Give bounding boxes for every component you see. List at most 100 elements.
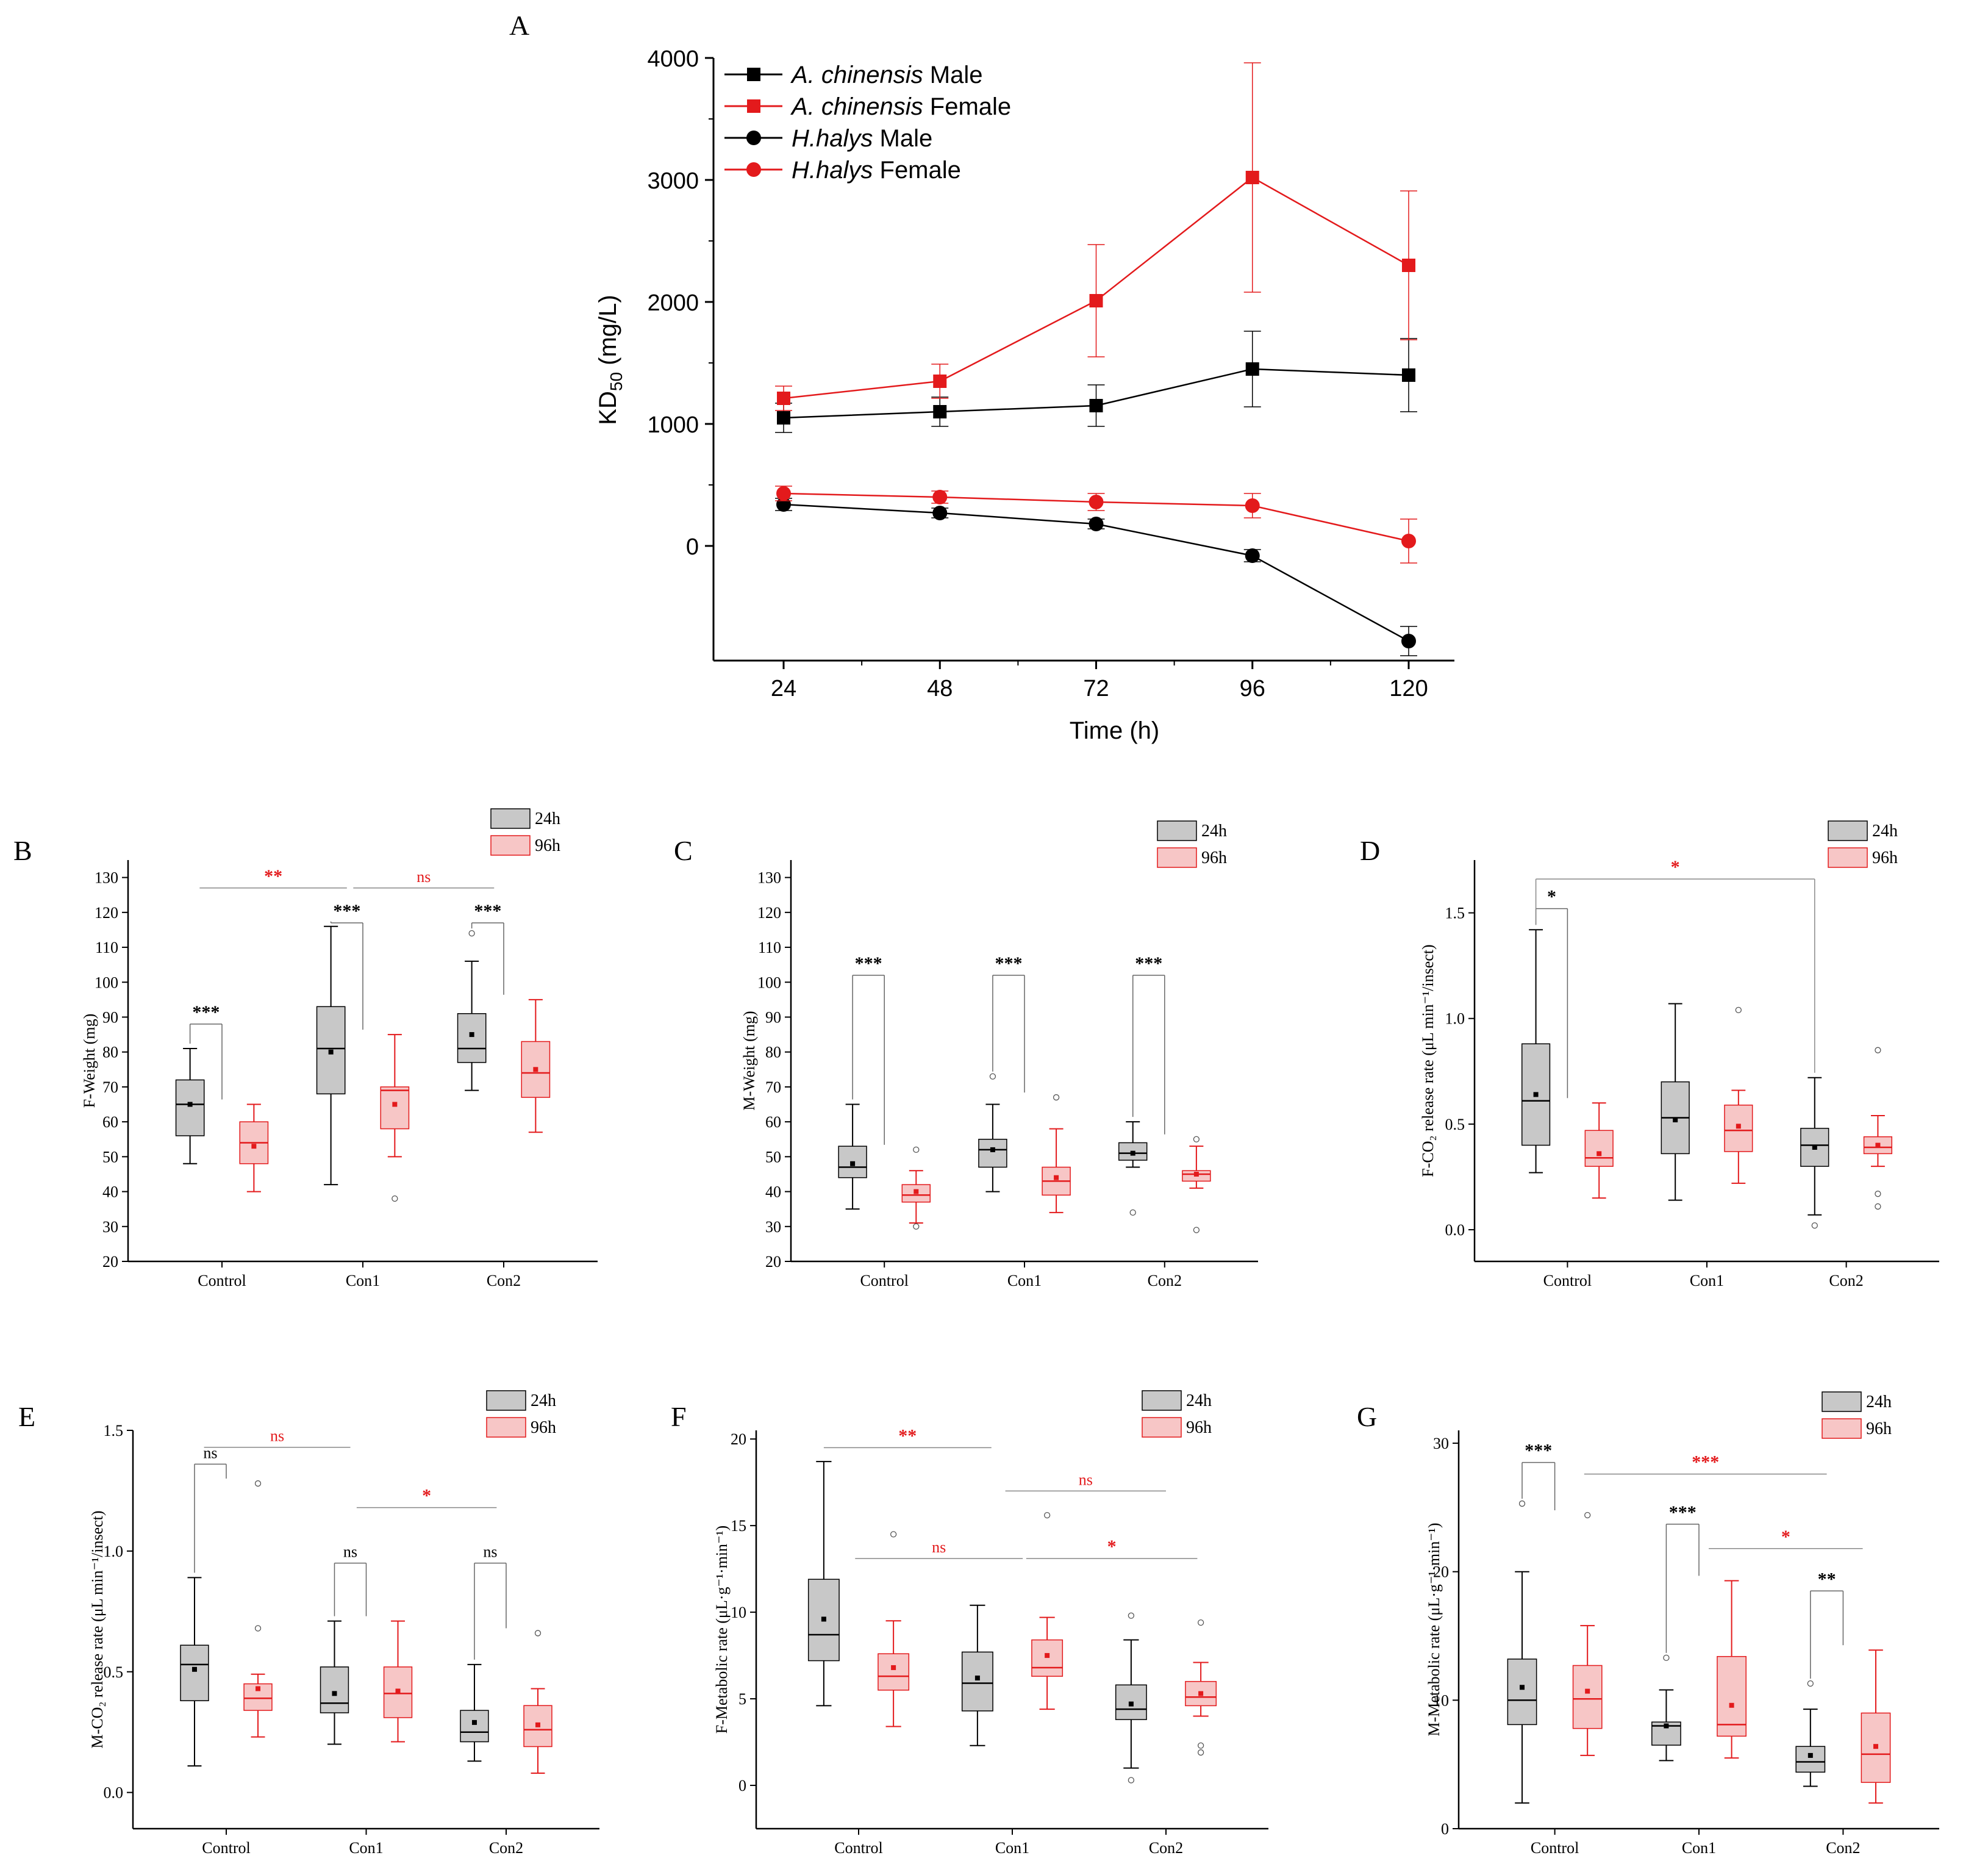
point-acm: [1089, 399, 1103, 412]
mean-marker: [1045, 1653, 1050, 1658]
outlier-point: [1875, 1047, 1881, 1053]
box-body: [460, 1710, 489, 1743]
point-acf: [1402, 259, 1415, 272]
x-tick-label-A: 48: [927, 676, 953, 701]
mean-marker: [1873, 1744, 1878, 1749]
box-C-4: [1118, 1121, 1148, 1216]
outlier-point: [1197, 1749, 1204, 1756]
mean-marker: [535, 1722, 541, 1727]
outlier-point: [1128, 1777, 1135, 1784]
legend-swatch-96h: [490, 835, 531, 856]
point-hhm: [1401, 634, 1416, 648]
legend-label: 96h: [1186, 1418, 1212, 1437]
outlier-point: [1193, 1136, 1200, 1142]
y-tick-label-C: 110: [758, 939, 781, 956]
significance-label: *: [422, 1486, 431, 1506]
mean-marker: [821, 1616, 826, 1622]
significance-label: **: [264, 866, 282, 886]
outlier-point: [1807, 1680, 1814, 1687]
legend-swatch-24h: [486, 1390, 526, 1411]
x-tick-label-G: Con2: [1826, 1839, 1860, 1857]
significance-label: ***: [474, 901, 501, 921]
x-tick-label-E: Con2: [489, 1839, 523, 1857]
box-G-1: [1572, 1511, 1603, 1756]
y-tick-label-E: 0.0: [104, 1784, 124, 1802]
legend-swatch-96h: [486, 1417, 526, 1438]
box-body: [457, 1013, 487, 1063]
y-tick-label-G: 10: [1433, 1691, 1449, 1709]
mean-marker: [1812, 1144, 1817, 1150]
box-body: [243, 1683, 273, 1711]
box-body: [1031, 1639, 1064, 1677]
panel-B: B 20 30 40 50 60 70 80 90 100 110 120 130 Control Con1…: [13, 808, 598, 1289]
significance-label: ns: [932, 1538, 946, 1556]
significance-label: ns: [270, 1427, 284, 1445]
outlier-point: [1193, 1227, 1200, 1233]
significance-B-1: ***: [330, 901, 363, 1030]
x-tick-label-C: Con1: [1007, 1272, 1042, 1289]
y-axis-title-G: M-Metabolic rate (μL·g⁻¹·min⁻¹): [1425, 1522, 1443, 1736]
point-hhm: [932, 506, 948, 520]
significance-label: ns: [203, 1444, 217, 1461]
legend-swatch-96h: [1157, 847, 1197, 868]
legend-label: 24h: [1186, 1391, 1212, 1410]
mean-marker: [187, 1102, 193, 1107]
y-tick-label-C: 120: [757, 904, 781, 922]
outlier-point: [1584, 1511, 1591, 1519]
x-tick-label-F: Con2: [1149, 1839, 1183, 1857]
y-tick-label-C: 130: [757, 869, 781, 887]
mean-marker: [1596, 1151, 1602, 1156]
box-E-4: [460, 1663, 489, 1762]
mean-marker: [191, 1666, 197, 1672]
mean-marker: [533, 1067, 538, 1072]
y-tick-label-F: 15: [731, 1517, 746, 1535]
significance-label: ***: [1692, 1452, 1719, 1472]
y-tick-label-B: 30: [102, 1218, 118, 1236]
mean-marker: [850, 1161, 856, 1166]
box-G-5: [1861, 1649, 1891, 1804]
legend-swatch-96h: [1828, 847, 1868, 868]
significance-label: ***: [1669, 1502, 1697, 1522]
panel-E: E 0.0 0.5 1.0 1.5 Control Con1 Con2 M-CO₂ releas…: [18, 1390, 599, 1857]
y-tick-label-F: 0: [738, 1777, 746, 1795]
legend-swatch-24h: [490, 808, 531, 829]
point-acm: [933, 405, 947, 418]
y-tick-label-C: 80: [765, 1044, 781, 1061]
box-C-1: [901, 1146, 931, 1230]
legend-marker-acf: [747, 99, 760, 113]
mean-marker: [1130, 1150, 1135, 1156]
y-axis-title-A: KD50 (mg/L): [595, 295, 626, 425]
y-tick-label-E: 1.0: [104, 1543, 124, 1560]
significance-E-3: ns: [474, 1543, 507, 1660]
outlier-point: [890, 1531, 897, 1538]
point-acf: [1089, 294, 1103, 307]
point-hhf: [1089, 495, 1104, 509]
y-tick-label-C: 100: [757, 974, 781, 991]
y-axis-title-F: F-Metabolic rate (μL·g⁻¹·min⁻¹): [713, 1526, 731, 1734]
y-tick-label-A: 0: [686, 534, 699, 560]
outlier-point: [1128, 1612, 1135, 1619]
box-body: [1584, 1130, 1614, 1167]
outlier-point: [1875, 1191, 1881, 1197]
mean-marker: [914, 1189, 919, 1194]
legend-label-acf: A. chinensis Female: [790, 93, 1011, 120]
box-E-2: [320, 1620, 349, 1745]
legend-species: A. chinensis: [790, 93, 923, 120]
significance-label: *: [1547, 887, 1556, 907]
box-C-5: [1182, 1136, 1211, 1233]
box-G-3: [1717, 1580, 1747, 1759]
legend-marker-hhm: [746, 131, 761, 145]
mean-marker: [1807, 1752, 1813, 1758]
mean-marker: [256, 1686, 261, 1691]
legend-species: A. chinensis: [790, 62, 923, 88]
mean-marker: [392, 1102, 398, 1107]
legend-swatch-24h: [1157, 820, 1197, 841]
y-tick-label-C: 20: [765, 1253, 781, 1271]
legend-swatch-24h: [1828, 820, 1868, 841]
y-tick-label-A: 4000: [647, 46, 699, 72]
y-tick-label-C: 40: [765, 1183, 781, 1201]
significance-G-1: ***: [1665, 1502, 1700, 1653]
y-tick-label-B: 110: [95, 939, 118, 956]
